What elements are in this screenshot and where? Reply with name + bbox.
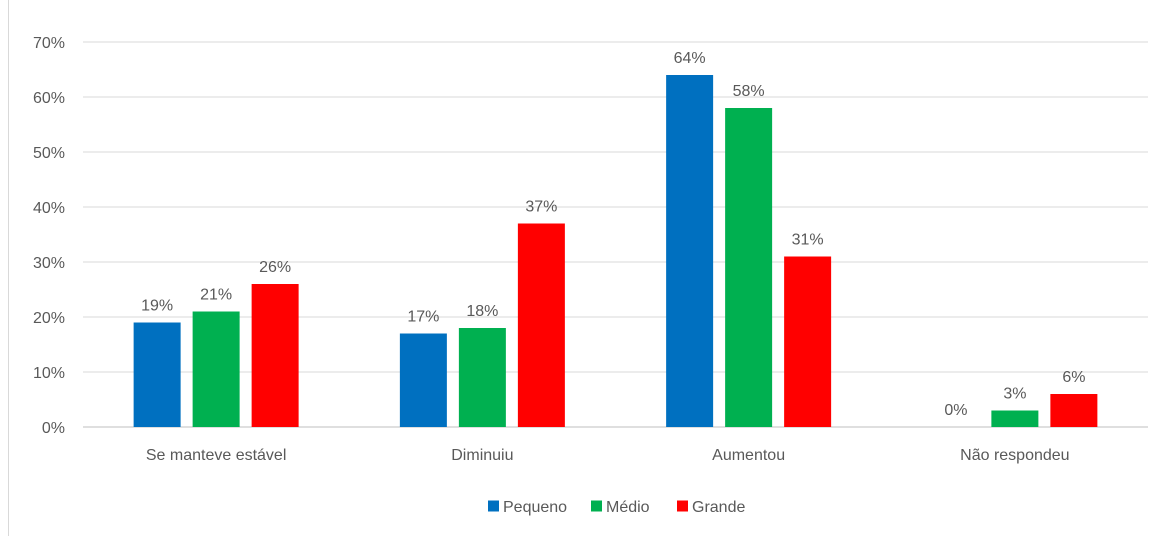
data-label: 6% — [1062, 369, 1085, 386]
x-tick-label: Diminuiu — [451, 447, 513, 464]
data-label: 21% — [200, 287, 232, 304]
x-axis-ticks: Se manteve estável Diminuiu Aumentou Não re… — [146, 447, 1070, 464]
bar-pequeno — [399, 333, 447, 427]
bar-pequeno — [666, 75, 714, 427]
data-label: 3% — [1003, 386, 1026, 403]
x-tick-label: Se manteve estável — [146, 447, 287, 464]
bar-grande — [784, 256, 832, 427]
y-tick-label: 10% — [33, 365, 65, 382]
bar-grande — [1050, 394, 1098, 427]
data-label: 17% — [407, 309, 439, 326]
data-label: 19% — [141, 298, 173, 315]
legend-label: Médio — [606, 499, 650, 516]
data-label: 31% — [792, 232, 824, 249]
y-tick-label: 60% — [33, 90, 65, 107]
y-tick-label: 30% — [33, 255, 65, 272]
y-tick-label: 0% — [42, 420, 65, 437]
bar-pequeno — [133, 322, 181, 427]
bar-m-dio — [725, 108, 773, 427]
bar-grande — [517, 223, 565, 427]
gridlines — [83, 41, 1148, 428]
legend-item: Médio — [591, 499, 650, 516]
bar-m-dio — [991, 410, 1039, 427]
legend-swatch — [591, 500, 602, 512]
chart-border — [8, 0, 9, 536]
x-tick-label: Não respondeu — [960, 447, 1069, 464]
y-tick-label: 20% — [33, 310, 65, 327]
x-tick-label: Aumentou — [712, 447, 785, 464]
bars — [133, 75, 1098, 427]
y-tick-label: 70% — [33, 35, 65, 52]
data-label: 18% — [466, 303, 498, 320]
legend-label: Pequeno — [503, 499, 567, 516]
y-axis-ticks: 0% 10% 20% 30% 40% 50% 60% 70% — [33, 35, 65, 437]
legend-label: Grande — [692, 499, 745, 516]
bar-m-dio — [192, 311, 240, 427]
bar-m-dio — [458, 328, 506, 427]
data-label: 0% — [944, 402, 967, 419]
legend: Pequeno Médio Grande — [488, 499, 745, 516]
bar-grande — [251, 284, 299, 427]
legend-item: Pequeno — [488, 499, 567, 516]
legend-swatch — [677, 500, 688, 512]
data-label: 26% — [259, 259, 291, 276]
data-label: 37% — [525, 199, 557, 216]
data-labels: 19% 21% 26% 17% 18% 37% 64% 58% 31% 0% 3% 6% — [141, 50, 1085, 419]
legend-swatch — [488, 500, 499, 512]
data-label: 64% — [674, 50, 706, 67]
legend-item: Grande — [677, 499, 745, 516]
y-tick-label: 40% — [33, 200, 65, 217]
y-tick-label: 50% — [33, 145, 65, 162]
data-label: 58% — [733, 83, 765, 100]
